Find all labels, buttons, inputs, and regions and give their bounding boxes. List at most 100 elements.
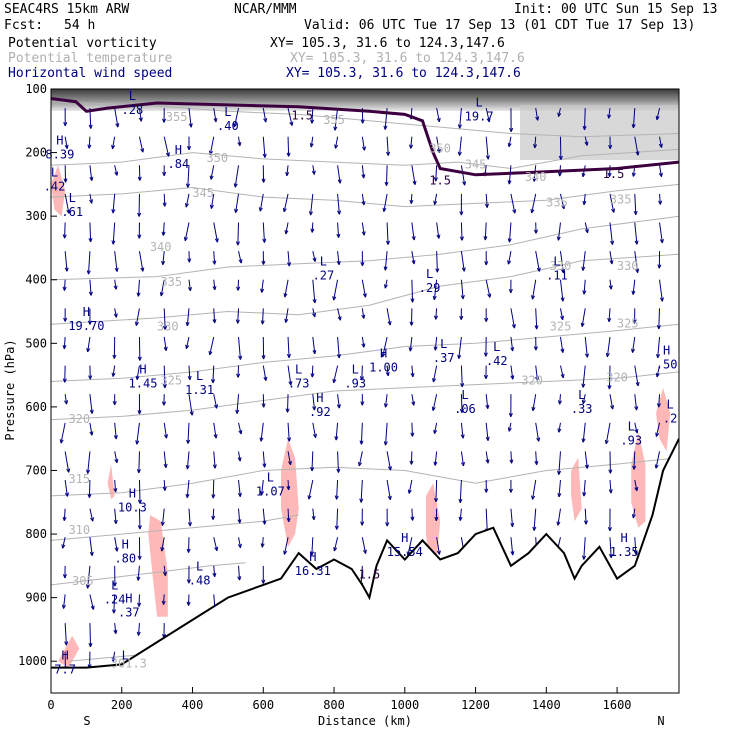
- theta-label: 325: [160, 374, 182, 388]
- wind-arrowhead: [536, 267, 541, 272]
- wind-arrowhead: [213, 434, 218, 439]
- wind-vector: [655, 422, 661, 437]
- wind-vector: [634, 422, 638, 434]
- wind-vector: [87, 451, 91, 474]
- wind-arrowhead: [556, 521, 561, 526]
- wind-arrowhead: [238, 259, 243, 264]
- wind-arrowhead: [87, 144, 92, 149]
- wind-arrowhead: [312, 257, 317, 262]
- wind-arrowhead: [163, 346, 168, 351]
- wind-arrowhead: [383, 125, 388, 130]
- extremum-marker: L: [440, 337, 447, 351]
- wind-vector: [238, 479, 241, 497]
- wind-arrowhead: [533, 346, 538, 351]
- wind-vector: [655, 451, 661, 469]
- wind-arrowhead: [411, 401, 416, 406]
- wind-vector: [558, 451, 561, 475]
- wind-arrowhead: [580, 322, 585, 327]
- wind-vector: [209, 336, 215, 356]
- extremum-marker: H: [380, 347, 387, 361]
- wind-vector: [89, 623, 92, 647]
- wind-vector: [213, 107, 217, 123]
- wind-vector: [260, 422, 264, 442]
- wind-vector: [633, 451, 636, 470]
- wind-vector: [62, 537, 66, 549]
- wind-arrowhead: [434, 498, 439, 503]
- x-tick-label: 1400: [532, 698, 561, 712]
- wind-arrowhead: [137, 555, 142, 560]
- wind-arrowhead: [433, 461, 438, 466]
- wind-arrowhead: [509, 127, 514, 132]
- wind-arrowhead: [431, 406, 436, 411]
- wind-vector: [162, 222, 165, 236]
- wind-vector: [64, 451, 70, 473]
- wind-vector: [609, 537, 612, 558]
- wind-vector: [136, 422, 140, 445]
- wind-arrowhead: [484, 488, 489, 493]
- wind-vector: [237, 308, 240, 324]
- wind-vector: [337, 251, 340, 265]
- extremum-marker: H: [129, 486, 136, 500]
- wind-arrowhead: [234, 208, 239, 213]
- wind-arrowhead: [457, 354, 462, 359]
- wind-arrowhead: [381, 352, 386, 358]
- wind-vector: [311, 365, 314, 378]
- wind-arrowhead: [209, 204, 214, 209]
- wind-vector: [609, 251, 613, 265]
- wind-arrowhead: [560, 315, 564, 321]
- wind-arrowhead: [286, 517, 291, 523]
- wind-vector: [657, 336, 661, 358]
- wind-arrowhead: [634, 429, 639, 434]
- wind-arrowhead: [260, 320, 265, 325]
- wind-arrowhead: [510, 375, 515, 380]
- wind-arrowhead: [137, 212, 142, 217]
- wind-arrowhead: [410, 516, 415, 521]
- wind-vector: [311, 451, 314, 471]
- wind-vector: [89, 422, 93, 436]
- wind-vector: [559, 394, 561, 405]
- wind-arrowhead: [185, 203, 189, 208]
- wind-vector: [238, 136, 241, 147]
- wind-vector: [213, 565, 216, 577]
- wind-vector: [210, 193, 215, 209]
- wind-arrowhead: [259, 437, 264, 442]
- wind-arrowhead: [136, 576, 141, 581]
- wind-arrowhead: [262, 238, 267, 243]
- extremum-marker: L: [196, 560, 203, 574]
- wind-arrowhead: [212, 260, 217, 265]
- extremum-marker: H: [401, 531, 408, 545]
- wind-arrowhead: [88, 642, 93, 648]
- wind-arrowhead: [411, 236, 416, 241]
- theta-label: 310: [68, 523, 90, 537]
- extremum-value: .93: [344, 376, 366, 390]
- plot-frame: [50, 88, 680, 694]
- wind-vector: [337, 394, 340, 409]
- extremum-value: 15.54: [387, 545, 423, 559]
- extremum-marker: L: [51, 165, 58, 179]
- wind-arrowhead: [658, 172, 663, 177]
- wind-vector: [286, 394, 289, 413]
- wind-arrowhead: [111, 372, 116, 377]
- wind-arrowhead: [211, 515, 216, 520]
- wind-vector: [634, 193, 637, 215]
- wind-vector: [361, 336, 365, 348]
- wind-arrowhead: [483, 374, 489, 380]
- wind-vector: [311, 537, 314, 556]
- wind-vector: [213, 422, 217, 439]
- wind-arrowhead: [334, 525, 339, 530]
- wind-vector: [435, 165, 438, 182]
- wind-vector: [584, 136, 588, 146]
- pv-positive-region: [148, 515, 168, 617]
- wind-vector: [411, 508, 414, 521]
- pv-positive-region: [571, 457, 582, 522]
- wind-arrowhead: [137, 525, 142, 530]
- wind-arrowhead: [136, 631, 141, 636]
- wind-arrowhead: [111, 209, 116, 214]
- x-tick-label: 800: [323, 698, 345, 712]
- wind-vector: [284, 279, 289, 298]
- x-tick-label: 400: [182, 698, 204, 712]
- wind-arrowhead: [385, 522, 390, 527]
- extremum-value: 10.3: [118, 500, 147, 514]
- wind-vector: [337, 308, 341, 321]
- wind-arrowhead: [485, 459, 490, 464]
